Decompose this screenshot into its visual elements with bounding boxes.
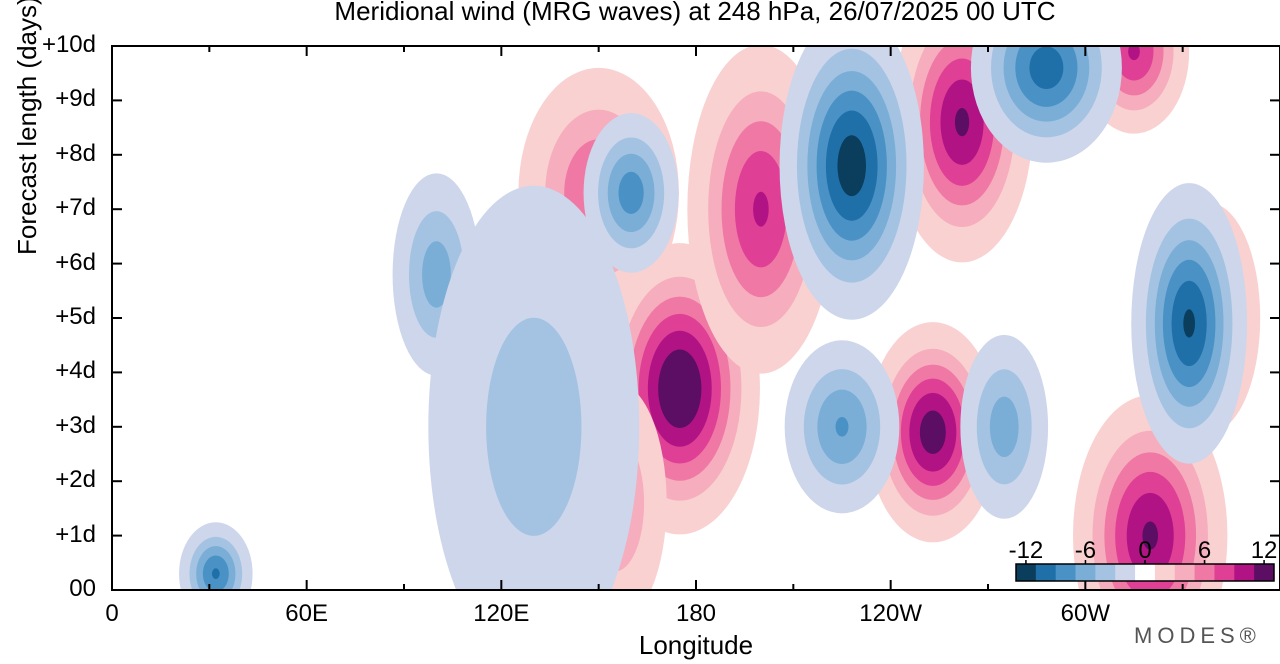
y-tick-label: +9d xyxy=(55,85,96,113)
contour-band xyxy=(753,191,769,227)
contour-band xyxy=(1114,46,1154,81)
colorbar-swatch xyxy=(1254,564,1275,581)
colorbar-swatch xyxy=(1214,564,1235,581)
y-tick-label: +3d xyxy=(55,411,96,439)
field-feature-neg-15 xyxy=(960,334,1049,519)
colorbar-swatch xyxy=(1174,564,1196,581)
field-feature-neg-10 xyxy=(1131,183,1248,464)
y-tick-label: +4d xyxy=(55,357,96,385)
x-tick-label: 60E xyxy=(285,600,329,627)
x-tick-label: 60W xyxy=(1060,600,1111,627)
colorbar-tick-label: -12 xyxy=(1008,537,1044,564)
x-tick-label: 180 xyxy=(675,600,717,627)
field-feature-pos-2 xyxy=(867,322,999,543)
colorbar-tick-label: 0 xyxy=(1138,537,1152,564)
contour-band xyxy=(486,317,582,536)
colorbar-tick-label: -6 xyxy=(1074,537,1097,564)
contour-band xyxy=(989,396,1019,458)
field-feature-neg-9 xyxy=(779,46,924,320)
contour-band xyxy=(1029,46,1064,90)
contour-band xyxy=(919,410,946,455)
x-tick-label: 0 xyxy=(105,600,119,627)
field-feature-neg-12 xyxy=(179,522,253,590)
y-tick-label: +8d xyxy=(55,139,96,167)
field-feature-neg-14 xyxy=(784,340,900,514)
contour-band xyxy=(1142,521,1159,550)
contour-band xyxy=(837,135,867,197)
contour-band xyxy=(211,568,220,580)
y-tick-label: +1d xyxy=(55,520,96,548)
y-axis-label: Forecast length (days) xyxy=(12,0,42,255)
y-tick-label: +7d xyxy=(55,194,96,222)
contour-field xyxy=(179,46,1261,590)
colorbar-swatch xyxy=(1035,564,1057,581)
contour-band xyxy=(422,241,451,308)
y-tick-label: +6d xyxy=(55,248,96,276)
x-tick-label: 120E xyxy=(473,600,530,627)
colorbar-swatch xyxy=(1194,564,1215,581)
colorbar-swatch xyxy=(1095,564,1116,581)
colorbar-swatch xyxy=(1154,564,1176,581)
colorbar-swatch xyxy=(1234,564,1255,581)
contour-band xyxy=(954,108,970,137)
contour-band xyxy=(1183,309,1195,338)
y-tick-label: +5d xyxy=(55,303,96,330)
modes-logo: MODES® xyxy=(1134,623,1261,648)
contour-band xyxy=(835,417,849,437)
colorbar-swatch xyxy=(1016,564,1037,581)
y-tick-label: +2d xyxy=(55,466,96,494)
contour-band xyxy=(618,171,644,215)
x-axis-label: Longitude xyxy=(638,630,754,660)
colorbar xyxy=(1015,560,1275,582)
colorbar-tick-label: 12 xyxy=(1250,537,1278,564)
colorbar-swatch xyxy=(1075,564,1096,581)
chart-title: Meridional wind (MRG waves) at 248 hPa, … xyxy=(334,0,1056,26)
colorbar-swatch xyxy=(1135,564,1156,581)
colorbar-swatch xyxy=(1055,564,1077,581)
field-feature-neg-17 xyxy=(428,185,640,590)
y-tick-label: 00 xyxy=(69,575,96,602)
contour-band xyxy=(671,374,688,403)
colorbar-tick-label: 6 xyxy=(1197,537,1212,564)
axis-ticks xyxy=(111,45,1280,591)
field-feature-neg-11 xyxy=(970,46,1122,163)
colorbar-swatch xyxy=(1115,564,1136,581)
x-tick-label: 120W xyxy=(859,600,923,627)
contour-band xyxy=(1128,46,1140,61)
field-feature-neg-13 xyxy=(583,113,679,273)
y-tick-label: +10d xyxy=(41,31,96,58)
